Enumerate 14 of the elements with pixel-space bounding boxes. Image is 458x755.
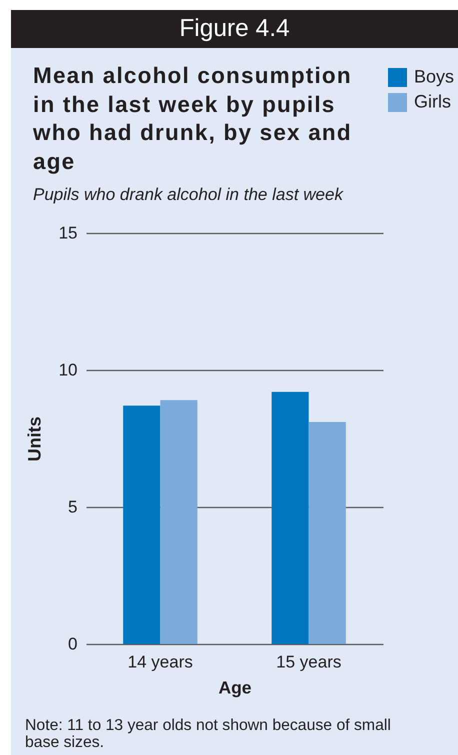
y-tick-label: 5 [68,498,78,516]
chart-title: Mean alcohol consumption in the last week by pupils who had drunk, by sex and age [33,62,353,176]
x-tick-label: 15 years [276,652,342,672]
text: Note: 11 to 13 year olds not shown because of small base sizes. [25,717,392,751]
y-axis-title: Units [24,416,45,462]
x-axis-title: Age [218,678,252,698]
caption: Figure 4.4 [11,10,458,48]
legend-label: Girls [414,92,451,112]
x-tick-label: 14 years [128,652,193,672]
y-tick-label: 15 [58,224,78,242]
chart-subtitle: Pupils who drank alcohol in the last week [33,185,344,205]
y-tick-label: 0 [68,634,78,654]
legend-label: Boys [414,66,454,86]
y-tick-label: 10 [58,360,78,380]
